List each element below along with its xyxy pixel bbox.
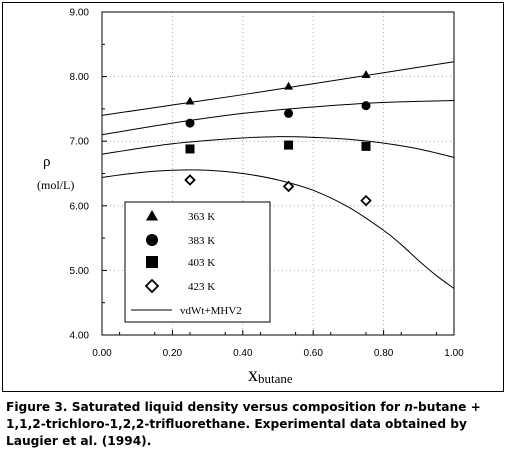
caption-part-2: -butane + 1,1,2-trichloro-1,2,2-trifluor… [6, 400, 486, 448]
data-point-403k [284, 140, 294, 150]
caption-part-1: Figure 3. Saturated liquid density versu… [6, 400, 405, 414]
data-point-363k [361, 70, 371, 79]
y-tick-label: 8.00 [70, 72, 90, 83]
y-tick-label: 6.00 [70, 201, 90, 212]
legend-marker-363k [146, 210, 158, 221]
model-curve-1 [101, 61, 455, 116]
x-tick-label: 1.00 [444, 348, 464, 359]
legend-label-model: vdWt+MHV2 [180, 305, 242, 317]
figure-frame [2, 2, 504, 392]
data-point-363k [185, 96, 195, 105]
x-tick-label: 0.00 [92, 348, 112, 359]
data-point-423k [360, 194, 372, 207]
y-tick-label: 9.00 [70, 8, 90, 19]
x-tick-label: 0.20 [163, 348, 183, 359]
x-axis-label-main: x [248, 364, 258, 386]
x-tick-label: 0.60 [303, 348, 323, 359]
y-axis-label-symbol: ρ [43, 154, 51, 170]
model-curve-4 [101, 169, 455, 289]
legend-marker-383k [146, 234, 158, 246]
legend-label: 363 K [188, 211, 215, 223]
data-point-403k [361, 141, 371, 151]
legend-marker-423k [144, 278, 160, 294]
data-point-423k [184, 174, 196, 186]
model-curve-2 [101, 100, 455, 136]
legend-label: 423 K [188, 281, 215, 293]
x-axis-label: xbutane [248, 364, 293, 386]
legend-label: 383 K [188, 235, 215, 247]
y-tick-label: 7.00 [70, 137, 90, 148]
caption-italic-n: n [404, 400, 413, 414]
data-point-383k [361, 101, 371, 111]
y-axis-label-unit: (mol/L) [37, 178, 74, 192]
legend-marker-403k [146, 256, 158, 268]
data-point-383k [185, 118, 195, 128]
x-axis-label-subscript: butane [258, 371, 293, 386]
data-point-423k [282, 180, 295, 193]
data-point-383k [284, 108, 294, 118]
legend-box [124, 201, 271, 323]
figure-caption: Figure 3. Saturated liquid density versu… [6, 399, 502, 450]
data-point-403k [185, 144, 195, 154]
y-tick-label: 4.00 [70, 331, 90, 342]
y-tick-label: 5.00 [70, 266, 90, 277]
model-curve-3 [101, 136, 455, 158]
x-tick-label: 0.80 [374, 348, 394, 359]
legend-label: 403 K [188, 257, 215, 269]
x-tick-label: 0.40 [233, 348, 253, 359]
data-point-363k [284, 81, 294, 90]
density-composition-chart: 0.00 0.20 0.40 0.60 0.80 1.00 4.00 5.00 6.00 7.00… [37, 8, 464, 387]
